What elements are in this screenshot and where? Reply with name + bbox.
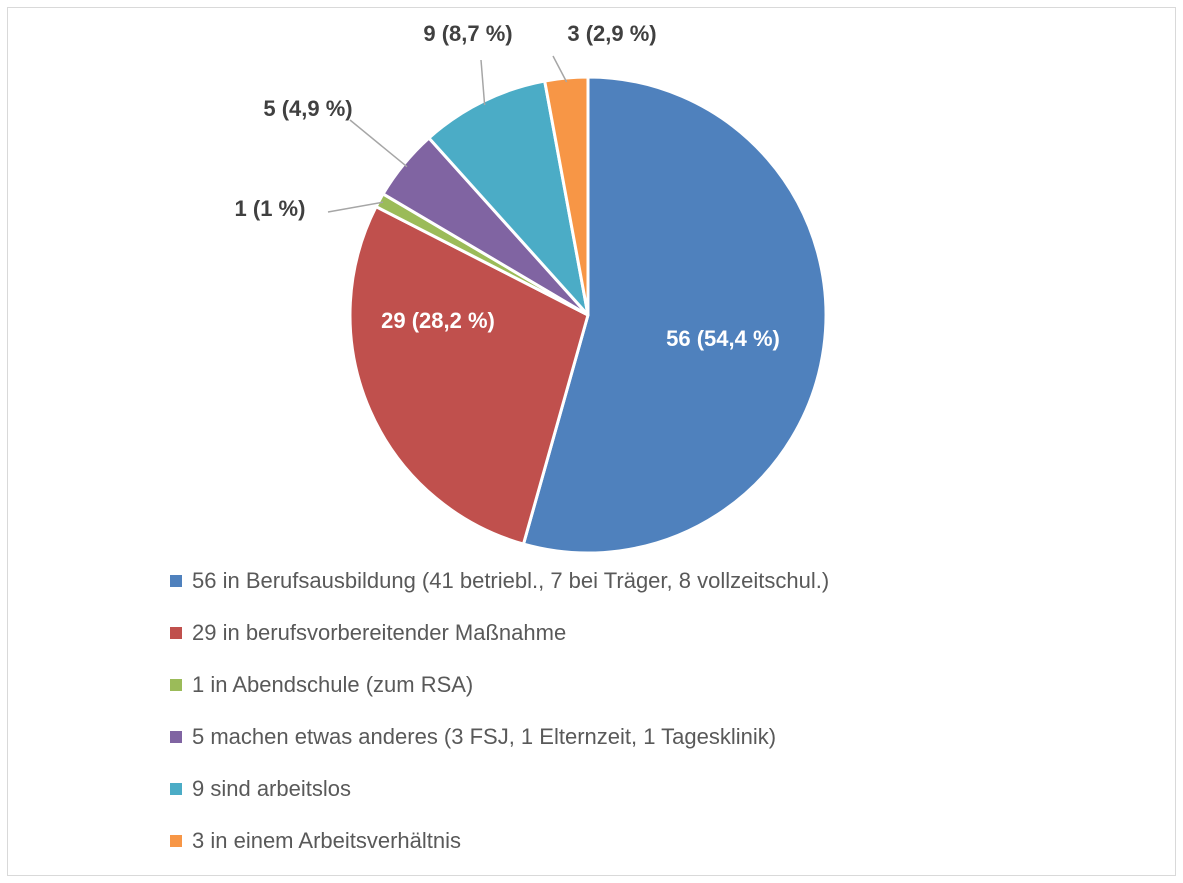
legend-swatch	[170, 731, 182, 743]
leader-line	[349, 119, 408, 168]
pie-slice	[543, 75, 590, 317]
data-label: 9 (8,7 %)	[423, 21, 512, 46]
pie-slice	[521, 75, 828, 555]
leader-line	[552, 55, 568, 83]
legend-label: 29 in berufsvorbereitender Maßnahme	[192, 620, 566, 645]
legend-label: 9 sind arbeitslos	[192, 776, 351, 801]
leader-line	[327, 201, 384, 213]
data-label: 3 (2,9 %)	[567, 21, 656, 46]
pie-slice	[348, 205, 590, 546]
legend-label: 3 in einem Arbeitsverhältnis	[192, 828, 461, 853]
data-label: 29 (28,2 %)	[381, 308, 495, 333]
legend-swatch	[170, 627, 182, 639]
legend-swatch	[170, 835, 182, 847]
pie-slice	[427, 79, 590, 317]
legend-label: 1 in Abendschule (zum RSA)	[192, 672, 473, 697]
legend-label: 56 in Berufsausbildung (41 betriebl., 7 …	[192, 568, 829, 593]
legend-swatch	[170, 783, 182, 795]
legend-label: 5 machen etwas anderes (3 FSJ, 1 Elternz…	[192, 724, 776, 749]
data-label: 56 (54,4 %)	[666, 326, 780, 351]
legend-swatch	[170, 575, 182, 587]
data-label: 5 (4,9 %)	[263, 96, 352, 121]
legend-swatch	[170, 679, 182, 691]
data-label: 1 (1 %)	[235, 196, 306, 221]
leader-line	[480, 59, 486, 106]
